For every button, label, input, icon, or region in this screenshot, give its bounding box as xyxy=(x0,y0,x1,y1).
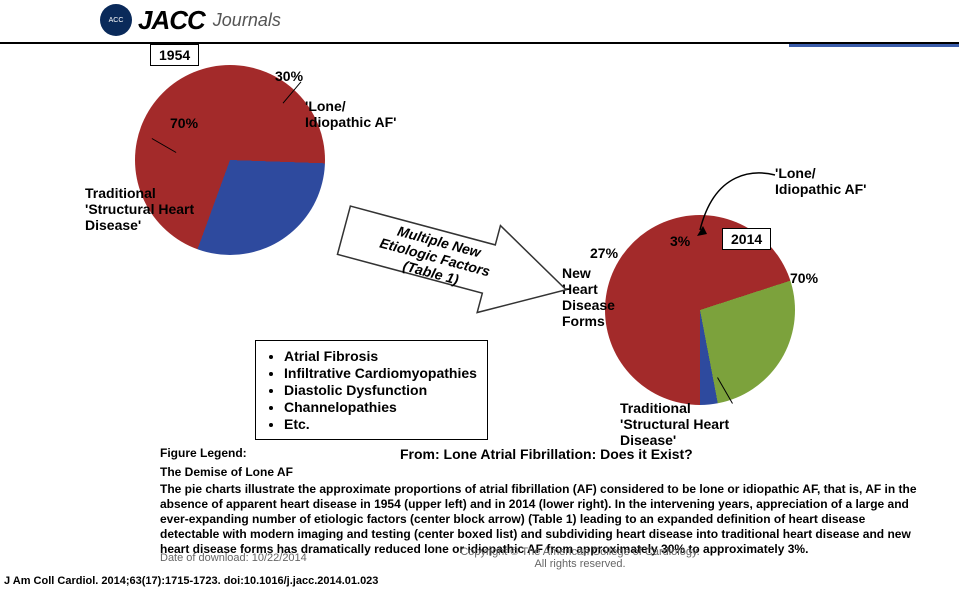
pct-1954-traditional: 70% xyxy=(170,115,198,131)
pct-2014-traditional: 70% xyxy=(790,270,818,286)
copyright: Copyright © The American College of Card… xyxy=(430,546,730,570)
figure-legend: Figure Legend: From: Lone Atrial Fibrill… xyxy=(160,446,920,557)
download-date: Date of download: 10/22/2014 xyxy=(160,552,307,564)
label-2014-traditional: Traditional'Structural HeartDisease' xyxy=(620,400,780,448)
legend-title: The Demise of Lone AF xyxy=(160,465,920,480)
citation: J Am Coll Cardiol. 2014;63(17):1715-1723… xyxy=(4,575,378,587)
label-1954-traditional: Traditional'Structural HeartDisease' xyxy=(85,185,205,233)
center-list-item: Etc. xyxy=(284,416,477,432)
legend-from: From: Lone Atrial Fibrillation: Does it … xyxy=(400,446,693,464)
leader-2014-lone xyxy=(695,160,785,240)
pct-2014-newforms: 27% xyxy=(590,245,618,261)
figure-area: 1954 70% Traditional'Structural HeartDis… xyxy=(0,10,959,440)
center-boxed-list: Atrial FibrosisInfiltrative Cardiomyopat… xyxy=(255,340,488,440)
center-list-item: Infiltrative Cardiomyopathies xyxy=(284,365,477,381)
year-box-1954: 1954 xyxy=(150,44,199,66)
center-list-item: Diastolic Dysfunction xyxy=(284,382,477,398)
label-1954-lone: 'Lone/Idiopathic AF' xyxy=(305,98,415,130)
center-list-item: Atrial Fibrosis xyxy=(284,348,477,364)
center-list-item: Channelopathies xyxy=(284,399,477,415)
pct-2014-lone: 3% xyxy=(670,233,690,249)
label-2014-lone: 'Lone/Idiopathic AF' xyxy=(775,165,885,197)
